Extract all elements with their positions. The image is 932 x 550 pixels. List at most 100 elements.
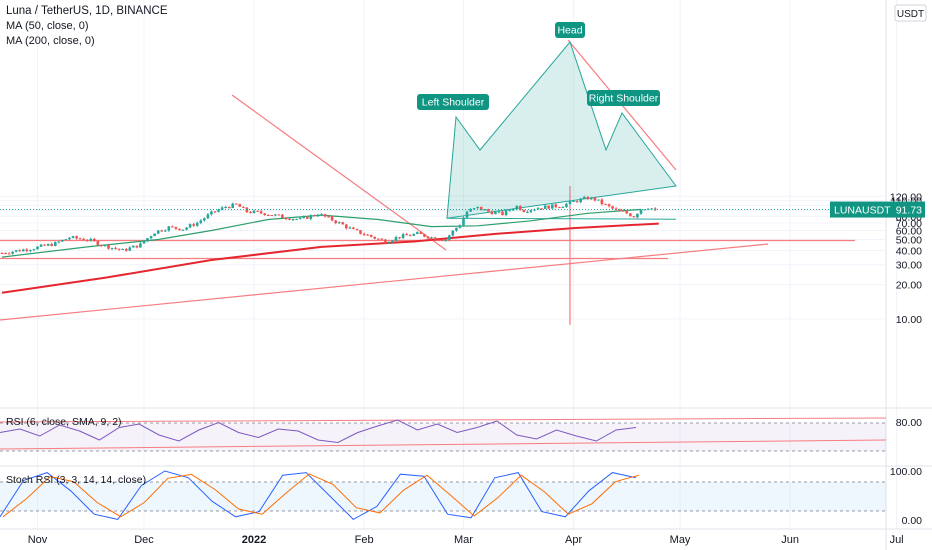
candle-body (259, 211, 263, 214)
candle-body (206, 214, 210, 219)
candle-body (174, 226, 178, 229)
candle-body (284, 218, 288, 219)
candle-body (558, 207, 561, 209)
candle-body (43, 244, 46, 246)
candle-body (85, 240, 89, 242)
stoch-axis-label-bottom: 0.00 (902, 515, 923, 527)
candle-body (636, 213, 639, 218)
candle-body (469, 209, 472, 212)
candles (0, 195, 886, 255)
candle-body (114, 247, 117, 249)
candle-body (426, 236, 430, 239)
rsi-axis-label: 80.00 (896, 417, 922, 429)
candle-body (135, 245, 139, 248)
candle-body (50, 244, 53, 246)
left-shoulder-label: Left Shoulder (417, 94, 489, 110)
rising-trendline (0, 243, 769, 321)
candle-body (490, 211, 494, 215)
head-label: Head (555, 22, 585, 38)
y-tick-label: 40.00 (896, 246, 922, 258)
candle-body (405, 234, 408, 236)
candle-body (334, 220, 337, 223)
candle-body (263, 213, 266, 215)
candle-body (394, 237, 398, 241)
candle-body (277, 214, 281, 216)
y-axis: 120.00110.00100.0090.0080.0070.0060.0050… (830, 4, 927, 527)
candle-body (504, 210, 508, 215)
ma-lines (1, 208, 659, 294)
candle-body (345, 224, 348, 229)
candle-body (252, 210, 256, 213)
candle-body (572, 201, 575, 203)
rsi-legend[interactable]: RSI (6, close, SMA, 9, 2) (6, 416, 122, 428)
candle-body (604, 203, 607, 205)
ma50-legend[interactable]: MA (50, close, 0) (6, 20, 89, 32)
y-tick-label: 20.00 (896, 280, 922, 292)
symbol-title[interactable]: Luna / TetherUS, 1D, BINANCE (6, 5, 168, 17)
candle-body (181, 229, 185, 231)
candle-body (93, 238, 96, 241)
left-shoulder-label-text: Left Shoulder (422, 97, 485, 109)
candle-body (146, 238, 149, 242)
candle-body (653, 208, 657, 210)
candle-body (29, 250, 32, 252)
candle-body (171, 226, 174, 228)
candle-body (401, 234, 405, 238)
candle-body (270, 215, 274, 216)
falling-trendline-1 (231, 94, 447, 251)
candle-body (235, 203, 238, 205)
x-tick-label: May (670, 534, 691, 546)
candle-body (110, 247, 114, 249)
stoch-axis-label-top: 100.00 (890, 466, 922, 478)
candle-body (64, 239, 68, 241)
candle-body (519, 205, 522, 210)
candle-body (437, 239, 440, 241)
rsi-trendline-bottom (0, 439, 887, 450)
annotation-labels: Left Shoulder Head Right Shoulder (417, 22, 660, 110)
candle-body (373, 236, 376, 239)
candle-body (465, 211, 469, 218)
candle-body (231, 203, 234, 208)
candle-body (167, 226, 171, 231)
candle-body (288, 218, 291, 220)
candle-body (0, 253, 4, 254)
y-tick-label: 50.00 (896, 234, 922, 246)
candle-body (391, 240, 394, 243)
currency-box (894, 4, 927, 22)
candle-body (618, 209, 621, 211)
candle-body (600, 199, 604, 204)
candle-body (398, 237, 401, 239)
candle-body (440, 239, 444, 241)
candle-body (7, 253, 11, 255)
candle-body (462, 217, 465, 226)
candle-body (178, 228, 181, 231)
candle-body (89, 238, 93, 241)
candle-body (561, 206, 565, 208)
candle-body (227, 207, 231, 208)
head-shoulders-pattern (446, 40, 677, 219)
x-axis: Nov Dec 2022 Feb Mar Apr May Jun Jul (28, 534, 904, 546)
candle-body (82, 238, 85, 241)
candle-body (575, 201, 579, 203)
candle-body (323, 214, 327, 217)
ma200-legend[interactable]: MA (200, close, 0) (6, 35, 95, 47)
candle-body (213, 211, 217, 213)
candle-body (327, 216, 330, 218)
candle-body (586, 197, 590, 200)
candle-body (57, 241, 61, 243)
x-tick-label: 2022 (242, 534, 266, 546)
candle-body (242, 206, 245, 208)
x-tick-label: Mar (454, 534, 473, 546)
candle-body (593, 197, 597, 201)
candle-body (185, 227, 188, 230)
candle-body (224, 207, 227, 208)
candle-body (195, 222, 199, 226)
stoch-rsi-legend[interactable]: Stoch RSI (3, 3, 14, 14, close) (6, 474, 147, 486)
candle-body (220, 207, 224, 210)
left-shoulder-label-bg (417, 94, 489, 110)
ma200-line (1, 222, 659, 294)
candle-body (71, 236, 75, 238)
candle-body (579, 198, 582, 203)
candle-body (281, 214, 284, 218)
